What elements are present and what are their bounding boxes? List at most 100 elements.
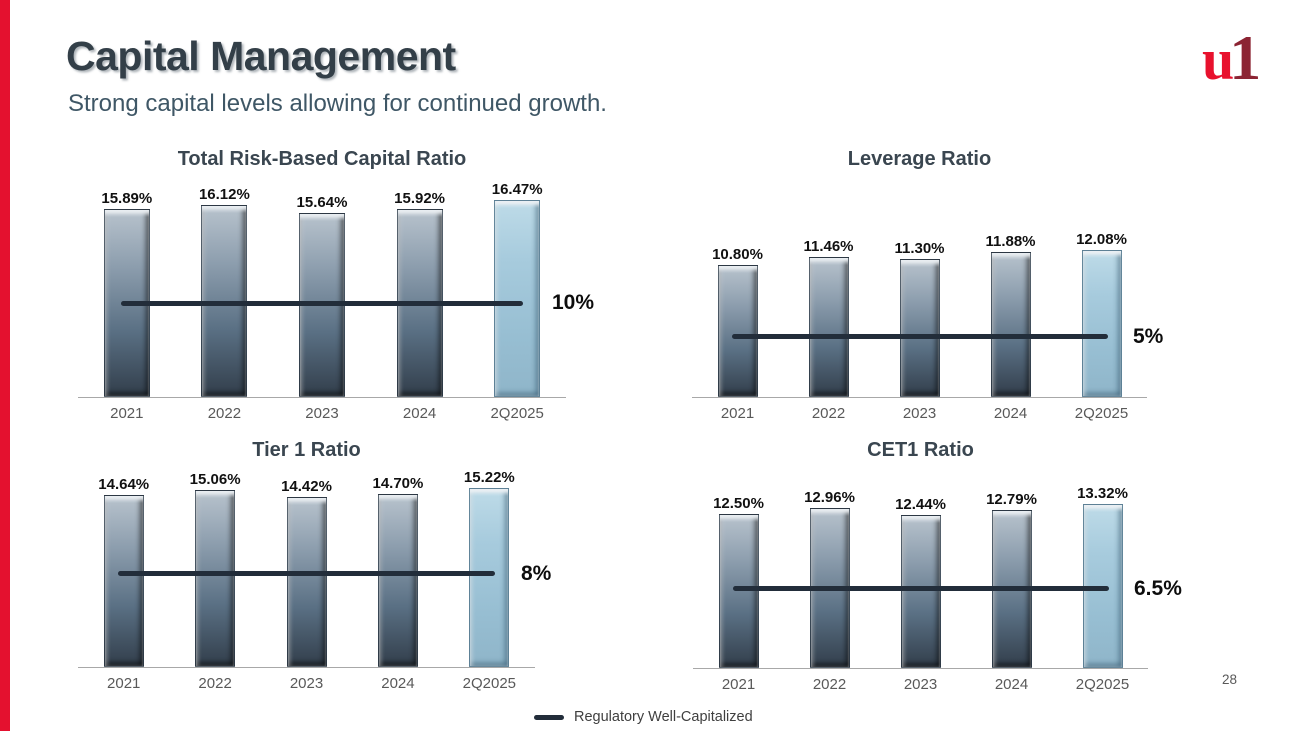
bar-value-label: 12.96%: [804, 489, 855, 507]
x-axis-label-2024: 2024: [381, 675, 415, 692]
bar-value-label: 12.44%: [895, 495, 946, 513]
chart-x-axis: 2021 2022 2023 2024 2Q2025: [78, 398, 566, 425]
bar-slot-2024: 15.92%: [371, 190, 469, 397]
bar-2Q2025: [1081, 250, 1122, 397]
bar-value-label: 16.47%: [491, 181, 543, 198]
legend-label: Regulatory Well-Capitalized: [574, 709, 753, 725]
bar-slot-2Q2025: 15.22%: [444, 469, 535, 667]
x-axis-label-2024: 2024: [993, 405, 1028, 422]
bar-slot-2Q2025: 12.08%: [1056, 231, 1147, 397]
chart-cet1-ratio: CET1 Ratio 12.50% 12.96% 12.44% 12.79% 13.32…: [693, 437, 1182, 696]
page-number: 28: [1222, 672, 1238, 687]
bar-value-label: 15.06%: [189, 470, 241, 488]
bar-value-label: 14.64%: [98, 475, 150, 493]
regulatory-threshold-line: [732, 586, 1109, 592]
bar-slot-2021: 10.80%: [692, 246, 783, 397]
x-axis-label-2021: 2021: [107, 675, 141, 692]
x-axis-label-2021: 2021: [720, 405, 755, 422]
chart-x-axis: 2021 2022 2023 2024 2Q2025: [692, 398, 1147, 425]
chart-plot-area: 14.64% 15.06% 14.42% 14.70% 15.22% 8%: [78, 469, 551, 668]
chart-x-axis: 2021 2022 2023 2024 2Q2025: [78, 668, 535, 695]
bar-value-label: 11.88%: [985, 233, 1036, 251]
bar-2022: [808, 257, 849, 397]
bar-slot-2022: 15.06%: [169, 471, 260, 667]
x-axis-label-2023: 2023: [903, 676, 938, 693]
bar-value-label: 11.46%: [803, 238, 854, 256]
bar-slot-2Q2025: 13.32%: [1057, 485, 1148, 668]
x-axis-label-2Q2025: 2Q2025: [462, 675, 517, 692]
bar-value-label: 13.32%: [1077, 485, 1128, 502]
chart-title: CET1 Ratio: [867, 439, 974, 461]
bar-2024: [377, 494, 418, 667]
bar-2Q2025: [1082, 504, 1123, 668]
threshold-value-label: 8%: [521, 561, 552, 585]
legend: Regulatory Well-Capitalized: [534, 709, 753, 725]
bar-value-label: 15.89%: [101, 190, 153, 208]
bar-value-label: 15.22%: [463, 469, 515, 486]
company-logo: u1: [1202, 26, 1261, 90]
regulatory-threshold-line: [731, 334, 1108, 340]
chart-leverage-ratio: Leverage Ratio 10.80% 11.46% 11.30% 11.88% 1…: [692, 146, 1163, 425]
left-accent-bar: [0, 0, 10, 731]
chart-title: Tier 1 Ratio: [252, 439, 361, 461]
threshold-value-label: 6.5%: [1134, 576, 1182, 600]
bar-2021: [717, 265, 758, 397]
x-axis-label-2024: 2024: [402, 405, 437, 422]
x-axis-label-2024: 2024: [994, 676, 1029, 693]
chart-tier-1-ratio: Tier 1 Ratio 14.64% 15.06% 14.42% 14.70% 15.…: [78, 437, 551, 695]
x-axis-label-2Q2025: 2Q2025: [490, 405, 544, 422]
bar-slot-2022: 16.12%: [176, 186, 274, 397]
threshold-value-label: 5%: [1133, 324, 1164, 348]
bar-value-label: 12.79%: [986, 491, 1037, 509]
bar-slot-2022: 11.46%: [783, 238, 874, 397]
bar-value-label: 12.08%: [1076, 231, 1127, 248]
x-axis-label-2Q2025: 2Q2025: [1075, 676, 1130, 693]
logo-letter-u: u: [1202, 27, 1235, 92]
bar-slot-2021: 14.64%: [78, 476, 169, 667]
bar-slot-2023: 15.64%: [273, 194, 371, 397]
bar-value-label: 14.42%: [281, 478, 332, 496]
bar-2021: [103, 494, 144, 667]
chart-plot-area: 12.50% 12.96% 12.44% 12.79% 13.32% 6.5%: [693, 485, 1182, 669]
x-axis-label-2021: 2021: [110, 405, 144, 422]
page-subtitle: Strong capital levels allowing for conti…: [68, 90, 607, 117]
page-title: Capital Management: [66, 33, 456, 79]
x-axis-label-2023: 2023: [902, 405, 937, 422]
legend-line-swatch: [534, 714, 564, 720]
bar-2024: [990, 252, 1031, 397]
bar-2Q2025: [469, 488, 510, 667]
bar-value-label: 16.12%: [198, 186, 250, 204]
bar-value-label: 14.70%: [372, 475, 424, 493]
regulatory-threshold-line: [117, 571, 496, 577]
bar-2023: [900, 514, 941, 668]
threshold-value-label: 10%: [552, 291, 595, 315]
x-axis-label-2022: 2022: [207, 405, 242, 422]
x-axis-label-2022: 2022: [812, 676, 847, 693]
bar-value-label: 15.92%: [394, 189, 446, 207]
bar-slot-2023: 11.30%: [874, 240, 965, 397]
bar-2023: [899, 259, 940, 397]
chart-plot-area: 15.89% 16.12% 15.64% 15.92% 16.47% 10%: [78, 181, 594, 398]
chart-title: Total Risk-Based Capital Ratio: [177, 148, 467, 170]
x-axis-label-2023: 2023: [305, 405, 339, 422]
bar-value-label: 10.80%: [712, 246, 763, 264]
chart-x-axis: 2021 2022 2023 2024 2Q2025: [693, 669, 1148, 696]
x-axis-label-2022: 2022: [811, 405, 846, 422]
bar-value-label: 15.64%: [296, 193, 348, 211]
x-axis-label-2022: 2022: [198, 675, 232, 692]
x-axis-label-2Q2025: 2Q2025: [1074, 405, 1129, 422]
bar-value-label: 11.30%: [894, 240, 945, 258]
bar-2Q2025: [494, 200, 541, 397]
bar-2022: [195, 489, 236, 667]
x-axis-label-2021: 2021: [721, 676, 756, 693]
bar-slot-2023: 14.42%: [261, 478, 352, 667]
bar-2023: [286, 497, 327, 667]
bar-slot-2024: 14.70%: [352, 475, 443, 667]
chart-plot-area: 10.80% 11.46% 11.30% 11.88% 12.08% 5%: [692, 231, 1163, 398]
bar-slot-2023: 12.44%: [875, 496, 966, 668]
chart-total-risk-based-capital-ratio: Total Risk-Based Capital Ratio 15.89% 16.…: [78, 146, 594, 425]
bar-slot-2021: 15.89%: [78, 190, 176, 397]
regulatory-threshold-line: [120, 300, 524, 306]
bar-slot-2Q2025: 16.47%: [468, 181, 566, 397]
